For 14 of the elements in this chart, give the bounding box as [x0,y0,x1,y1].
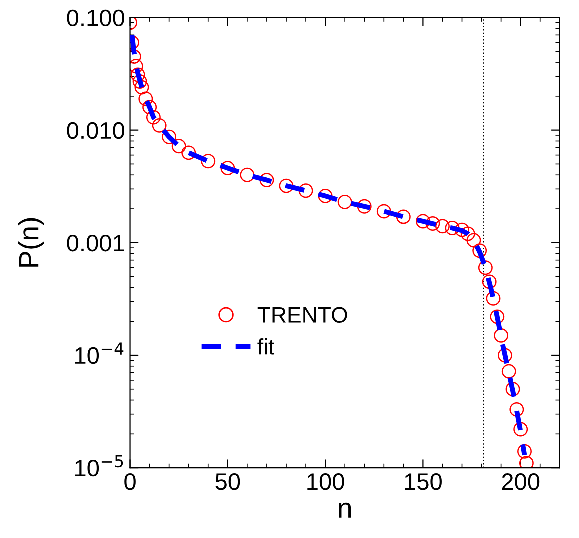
legend-label: TRENTO [258,307,348,324]
x-tick-label: 150 [405,474,442,490]
y-tick-label: 0.100 [67,10,124,27]
y-tick-label: 10$^{−5}$ [76,455,124,477]
y-tick-label: 10$^{−4}$ [76,342,124,364]
y-axis-title: P(n) [18,218,44,267]
x-tick-label: 50 [216,474,240,490]
y-tick-label: 0.001 [67,234,124,252]
legend-label: fit [258,338,275,355]
x-axis-title: n [339,502,352,518]
x-tick-label: 0 [124,474,136,490]
x-tick-label: 100 [308,474,344,490]
x-tick-label: 200 [502,474,540,490]
y-tick-label: 0.010 [67,122,124,140]
